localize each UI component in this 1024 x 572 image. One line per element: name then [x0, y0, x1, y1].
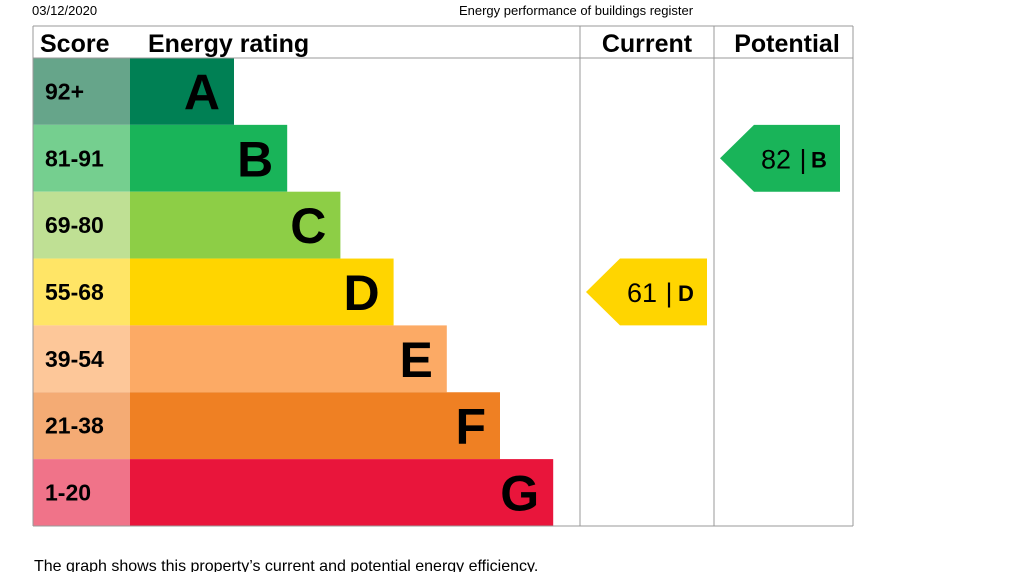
score-label: 92+ [45, 78, 84, 104]
register-title: Energy performance of buildings register [459, 3, 694, 18]
date: 03/12/2020 [32, 3, 97, 18]
rating-bar [130, 58, 234, 125]
score-cell [33, 124, 130, 192]
potential-separator: | [799, 144, 806, 174]
rating-letter: D [343, 265, 379, 321]
column-header: Energy rating [148, 30, 309, 58]
column-header: Score [40, 30, 110, 58]
rating-bar [130, 392, 500, 460]
score-cell [33, 258, 130, 326]
rating-bar [130, 124, 288, 192]
column-header: Current [602, 30, 693, 58]
score-cell [33, 325, 130, 393]
current-arrow [586, 258, 707, 326]
score-cell [33, 58, 130, 125]
rating-letter: B [237, 131, 273, 187]
score-cell [33, 191, 130, 259]
rating-letter: E [399, 332, 432, 388]
score-label: 69-80 [45, 212, 104, 238]
score-label: 1-20 [45, 480, 91, 506]
rating-bar [130, 459, 554, 526]
rating-letter: A [184, 64, 220, 120]
column-header: Potential [734, 30, 840, 58]
potential-letter: B [811, 147, 827, 172]
score-label: 81-91 [45, 145, 104, 171]
rating-letter: F [455, 399, 486, 455]
rating-letter: G [500, 466, 539, 522]
score-cell [33, 392, 130, 460]
footer-text: The graph shows this property’s current … [34, 558, 538, 572]
score-label: 55-68 [45, 279, 104, 305]
score-label: 39-54 [45, 346, 104, 372]
rating-bar [130, 258, 394, 326]
score-label: 21-38 [45, 413, 104, 439]
rating-bar [130, 191, 341, 259]
potential-arrow [720, 124, 840, 192]
current-letter: D [678, 281, 694, 306]
current-separator: | [665, 278, 672, 308]
rating-letter: C [290, 198, 326, 254]
rating-bar [130, 325, 447, 393]
potential-value: 82 [761, 144, 791, 174]
current-value: 61 [627, 278, 657, 308]
score-cell [33, 459, 130, 526]
